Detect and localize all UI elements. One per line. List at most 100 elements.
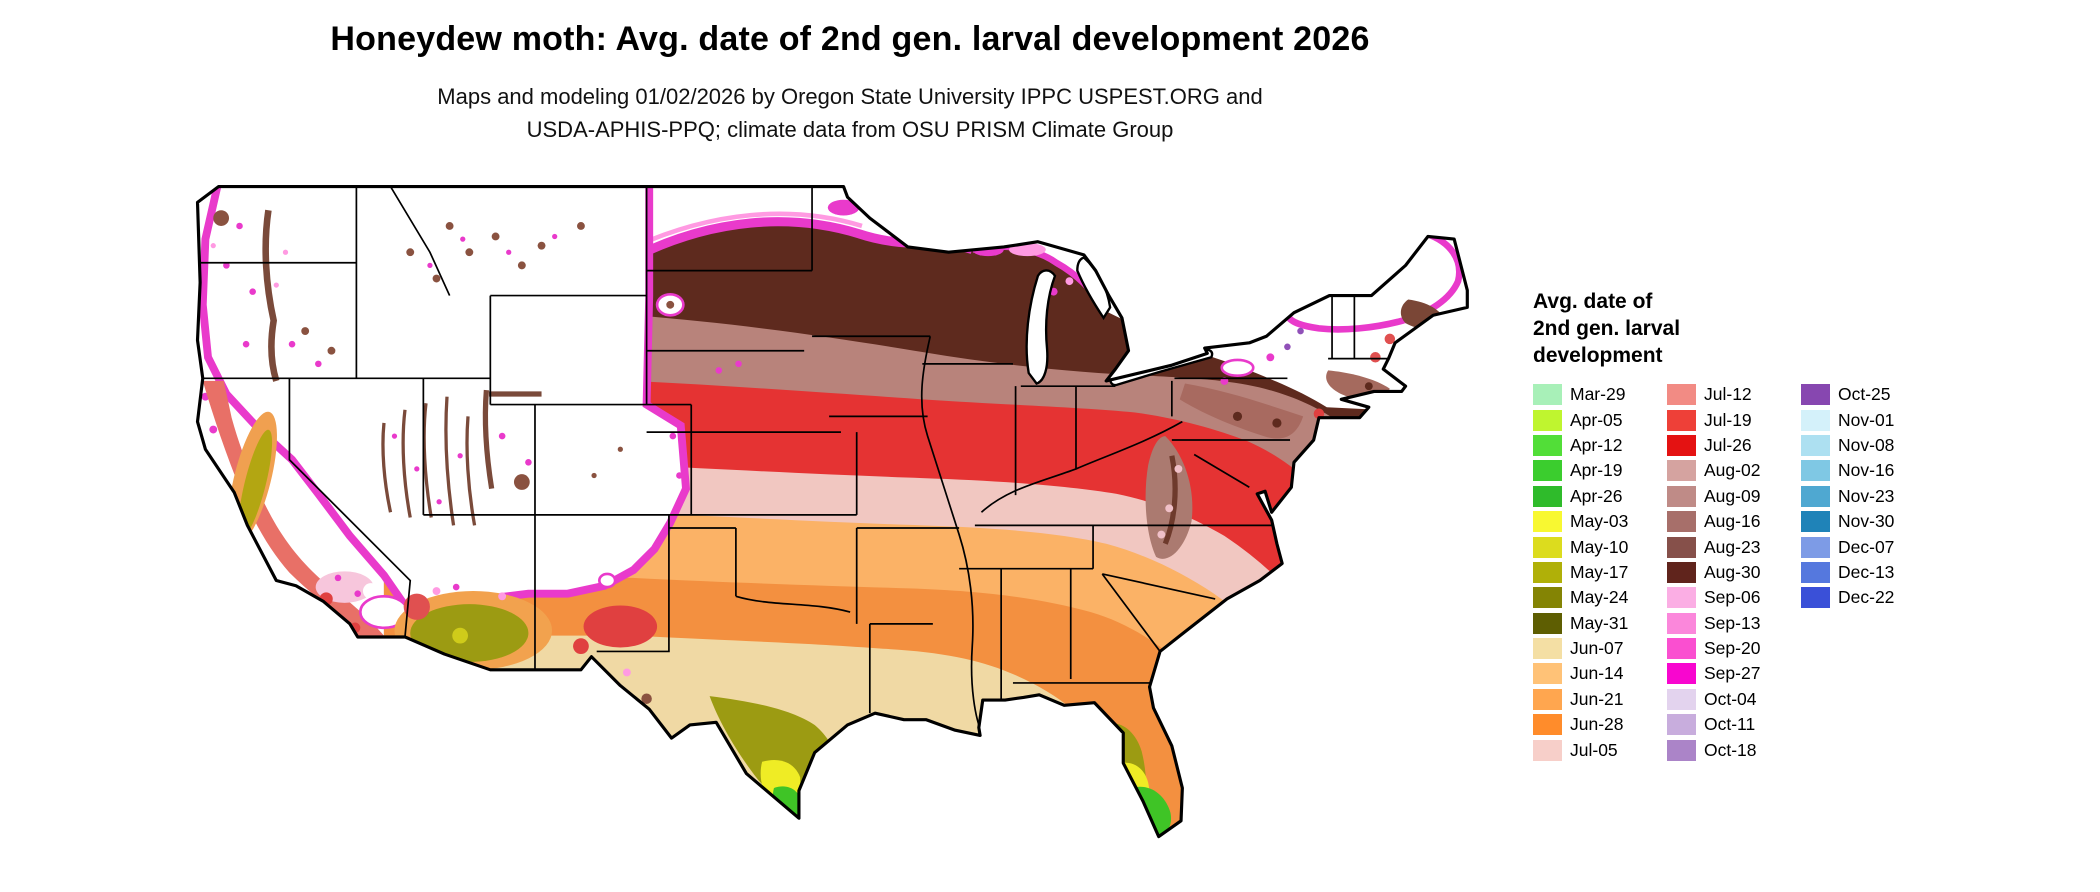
legend-label: Apr-12 bbox=[1570, 434, 1623, 455]
legend-label: Nov-30 bbox=[1838, 511, 1895, 532]
legend-column: Jul-12 Jul-19 Jul-26 Aug-02 Aug-09 Aug-16 Aug-… bbox=[1667, 382, 1801, 763]
legend-label: Sep-27 bbox=[1704, 663, 1761, 684]
legend-entry: Aug-02 bbox=[1667, 458, 1801, 483]
legend-label: Nov-23 bbox=[1838, 485, 1895, 506]
legend-swatch bbox=[1801, 536, 1830, 558]
page-subtitle: Maps and modeling 01/02/2026 by Oregon S… bbox=[0, 80, 1700, 146]
legend-label: May-24 bbox=[1570, 587, 1629, 608]
legend-label: Sep-06 bbox=[1704, 587, 1761, 608]
legend-entry: Jul-19 bbox=[1667, 407, 1801, 432]
legend-entry: Nov-08 bbox=[1801, 433, 1935, 458]
legend-swatch bbox=[1533, 384, 1562, 406]
legend-label: Nov-01 bbox=[1838, 409, 1895, 430]
legend-label: Aug-23 bbox=[1704, 536, 1761, 557]
legend-swatch bbox=[1667, 638, 1696, 660]
us-map bbox=[187, 172, 1487, 884]
legend-swatch bbox=[1533, 638, 1562, 660]
legend-entry: May-31 bbox=[1533, 611, 1667, 636]
legend-swatch bbox=[1801, 561, 1830, 583]
legend-entry: Jul-12 bbox=[1667, 382, 1801, 407]
lake-michigan bbox=[1025, 269, 1057, 385]
legend-label: Aug-02 bbox=[1704, 460, 1761, 481]
legend-entry: Dec-13 bbox=[1801, 560, 1935, 585]
legend-swatch bbox=[1533, 663, 1562, 685]
legend-swatch bbox=[1801, 409, 1830, 431]
legend-swatch bbox=[1667, 663, 1696, 685]
legend-entry: Jul-05 bbox=[1533, 737, 1667, 762]
legend-swatch bbox=[1667, 409, 1696, 431]
legend-label: Jun-21 bbox=[1570, 688, 1624, 709]
legend-entry: Mar-29 bbox=[1533, 382, 1667, 407]
legend-entry: Jun-14 bbox=[1533, 661, 1667, 686]
map-northeast-details bbox=[1145, 225, 1463, 559]
legend-swatch bbox=[1533, 434, 1562, 456]
legend-label: Apr-19 bbox=[1570, 460, 1623, 481]
legend-swatch bbox=[1801, 460, 1830, 482]
legend-entry: Oct-18 bbox=[1667, 737, 1801, 762]
legend-label: Oct-11 bbox=[1704, 714, 1756, 735]
legend-entry: Nov-30 bbox=[1801, 509, 1935, 534]
legend-entry: Jun-28 bbox=[1533, 712, 1667, 737]
legend-label: May-03 bbox=[1570, 511, 1629, 532]
legend-title-line-2: 2nd gen. larval bbox=[1533, 317, 1681, 340]
legend-label: Jul-12 bbox=[1704, 384, 1752, 405]
legend-entry: May-17 bbox=[1533, 560, 1667, 585]
legend-swatch bbox=[1801, 384, 1830, 406]
legend-label: May-31 bbox=[1570, 612, 1629, 633]
legend-entry: Nov-23 bbox=[1801, 484, 1935, 509]
legend-label: Jul-26 bbox=[1704, 434, 1752, 455]
legend-label: Dec-22 bbox=[1838, 587, 1895, 608]
legend-label: Aug-16 bbox=[1704, 511, 1761, 532]
legend-swatch bbox=[1667, 612, 1696, 634]
legend-swatch bbox=[1533, 714, 1562, 736]
us-map-svg bbox=[195, 185, 1469, 839]
legend-swatch bbox=[1667, 536, 1696, 558]
legend-label: Jul-05 bbox=[1570, 739, 1618, 760]
subtitle-line-2: USDA-APHIS-PPQ; climate data from OSU PR… bbox=[526, 117, 1174, 142]
legend-swatch bbox=[1667, 460, 1696, 482]
legend-swatch bbox=[1667, 587, 1696, 609]
legend-label: Apr-26 bbox=[1570, 485, 1623, 506]
legend-title-line-3: development bbox=[1533, 344, 1663, 367]
legend-swatch bbox=[1667, 561, 1696, 583]
legend-swatch bbox=[1667, 714, 1696, 736]
legend-entry: Dec-22 bbox=[1801, 585, 1935, 610]
legend-label: Oct-04 bbox=[1704, 688, 1757, 709]
legend-label: Jul-19 bbox=[1704, 409, 1752, 430]
legend-title: Avg. date of 2nd gen. larval development bbox=[1533, 288, 1963, 369]
region-central-valley-olive bbox=[238, 429, 273, 537]
map-legend: Avg. date of 2nd gen. larval development… bbox=[1533, 288, 1963, 763]
legend-entry: Nov-16 bbox=[1801, 458, 1935, 483]
legend-label: Aug-09 bbox=[1704, 485, 1761, 506]
legend-entry: Apr-12 bbox=[1533, 433, 1667, 458]
legend-swatch bbox=[1533, 485, 1562, 507]
legend-label: Jun-28 bbox=[1570, 714, 1624, 735]
legend-entry: Jun-07 bbox=[1533, 636, 1667, 661]
legend-swatch bbox=[1667, 688, 1696, 710]
legend-entry: Jul-26 bbox=[1667, 433, 1801, 458]
page-title: Honeydew moth: Avg. date of 2nd gen. lar… bbox=[330, 20, 1370, 58]
legend-swatch bbox=[1533, 511, 1562, 533]
legend-label: Jun-07 bbox=[1570, 638, 1624, 659]
legend-entry: Oct-04 bbox=[1667, 687, 1801, 712]
legend-entry: Apr-19 bbox=[1533, 458, 1667, 483]
legend-entry: Apr-05 bbox=[1533, 407, 1667, 432]
legend-entry: Oct-11 bbox=[1667, 712, 1801, 737]
legend-entry: Aug-16 bbox=[1667, 509, 1801, 534]
legend-label: Apr-05 bbox=[1570, 409, 1623, 430]
legend-entry: Dec-07 bbox=[1801, 534, 1935, 559]
legend-entry: Sep-13 bbox=[1667, 611, 1801, 636]
legend-swatch bbox=[1667, 511, 1696, 533]
legend-swatch bbox=[1533, 460, 1562, 482]
legend-column: Oct-25 Nov-01 Nov-08 Nov-16 Nov-23 Nov-30 Dec-… bbox=[1801, 382, 1935, 611]
legend-columns: Mar-29 Apr-05 Apr-12 Apr-19 Apr-26 May-03 May-… bbox=[1533, 382, 1963, 763]
region-arizona-olive bbox=[410, 604, 529, 662]
legend-label: Sep-13 bbox=[1704, 612, 1761, 633]
legend-label: May-17 bbox=[1570, 561, 1629, 582]
subtitle-line-1: Maps and modeling 01/02/2026 by Oregon S… bbox=[437, 84, 1263, 109]
legend-entry: Sep-27 bbox=[1667, 661, 1801, 686]
legend-swatch bbox=[1533, 612, 1562, 634]
legend-label: Jun-14 bbox=[1570, 663, 1624, 684]
legend-label: Oct-18 bbox=[1704, 739, 1757, 760]
legend-swatch bbox=[1801, 587, 1830, 609]
